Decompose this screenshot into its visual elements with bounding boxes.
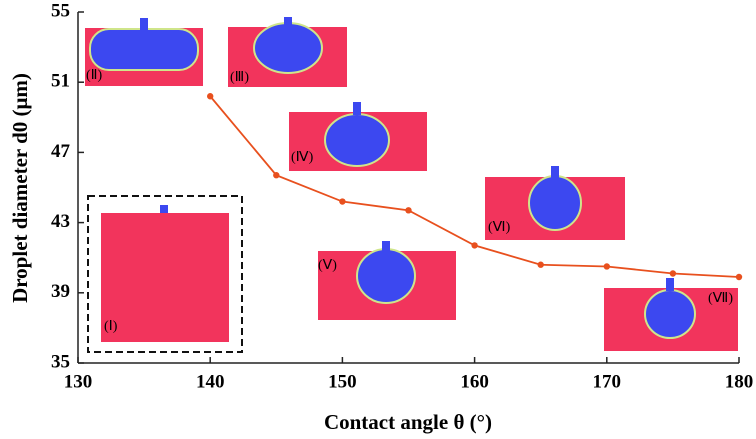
- inset-nozzle: [353, 102, 361, 115]
- inset-nozzle: [551, 166, 559, 179]
- inset-nozzle: [382, 241, 390, 254]
- data-point: [537, 261, 544, 268]
- inset-nozzle: [666, 278, 674, 291]
- y-tick-label: 39: [51, 281, 70, 302]
- data-point: [735, 273, 743, 281]
- y-tick-label: 43: [51, 211, 70, 232]
- droplet: [253, 22, 323, 74]
- y-axis-title: Droplet diameter d0 (μm): [8, 73, 32, 303]
- inset-nozzle: [160, 205, 168, 213]
- data-point: [207, 93, 214, 100]
- y-tick-label: 51: [51, 71, 70, 92]
- inset-label: (Ⅳ): [291, 150, 314, 165]
- x-tick-label: 170: [593, 371, 622, 392]
- y-tick-label: 35: [51, 351, 70, 372]
- x-tick-label: 150: [328, 371, 357, 392]
- inset-frame: [87, 195, 243, 353]
- data-point: [669, 270, 677, 277]
- data-point: [339, 198, 346, 205]
- inset-label: (Ⅴ): [318, 258, 337, 273]
- droplet: [528, 175, 582, 231]
- droplet: [324, 113, 390, 167]
- y-tick-label: 47: [51, 141, 71, 162]
- inset-nozzle: [284, 17, 292, 30]
- x-tick-label: 180: [725, 371, 754, 392]
- droplet: [89, 28, 199, 71]
- x-tick-label: 160: [460, 371, 489, 392]
- data-point: [405, 207, 412, 214]
- inset-label: (Ⅵ): [488, 220, 511, 235]
- inset-block: [101, 213, 229, 342]
- y-tick-label: 55: [51, 0, 70, 21]
- data-point: [471, 242, 478, 249]
- droplet: [356, 248, 416, 304]
- inset-label: (Ⅶ): [708, 291, 733, 306]
- x-axis-title: Contact angle θ (°): [324, 410, 492, 434]
- data-point: [273, 172, 280, 179]
- inset-nozzle: [140, 18, 148, 31]
- inset-label: (Ⅲ): [230, 70, 249, 85]
- data-point: [603, 263, 610, 270]
- x-tick-label: 140: [196, 371, 225, 392]
- inset-label: (Ⅰ): [104, 319, 118, 334]
- inset-label: (Ⅱ): [86, 68, 103, 83]
- x-tick-label: 130: [64, 371, 93, 392]
- droplet: [644, 289, 696, 339]
